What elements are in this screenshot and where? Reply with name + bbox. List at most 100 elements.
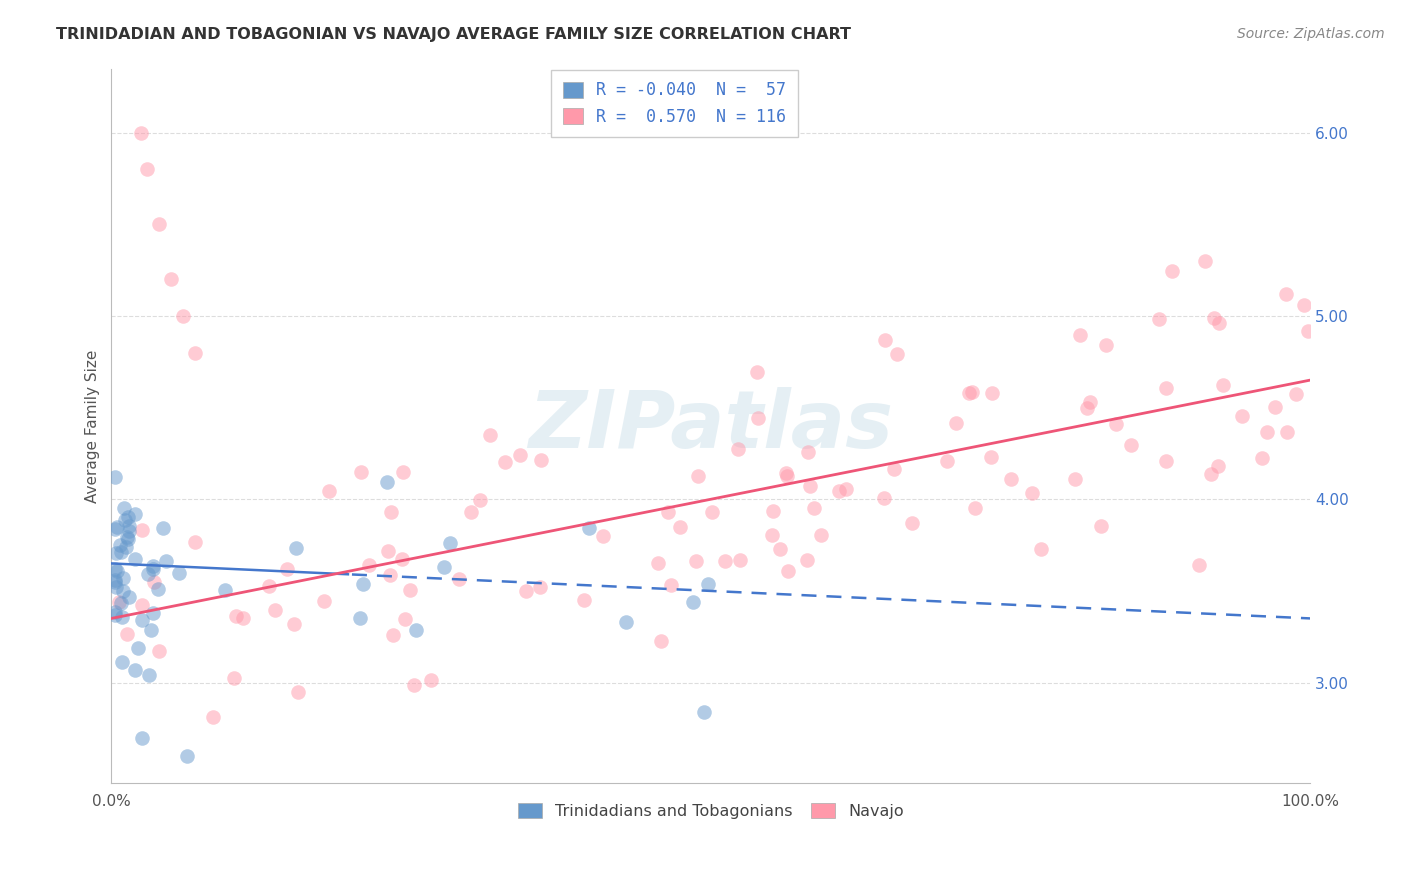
Point	[104, 522, 127, 536]
Point	[131, 598, 153, 612]
Point	[160, 272, 183, 286]
Point	[776, 468, 799, 483]
Point	[139, 623, 162, 637]
Point	[769, 542, 792, 557]
Point	[110, 545, 132, 559]
Point	[1292, 298, 1315, 312]
Point	[886, 347, 908, 361]
Point	[111, 655, 134, 669]
Point	[1069, 327, 1091, 342]
Point	[728, 553, 751, 567]
Point	[1199, 467, 1222, 481]
Point	[394, 612, 416, 626]
Point	[1251, 450, 1274, 465]
Point	[529, 453, 551, 467]
Point	[713, 554, 735, 568]
Legend: Trinidadians and Tobagonians, Navajo: Trinidadians and Tobagonians, Navajo	[512, 797, 910, 825]
Point	[142, 607, 165, 621]
Point	[232, 611, 254, 625]
Point	[118, 519, 141, 533]
Point	[1264, 401, 1286, 415]
Point	[138, 668, 160, 682]
Point	[224, 671, 246, 685]
Point	[962, 384, 984, 399]
Point	[747, 410, 769, 425]
Point	[111, 571, 134, 585]
Point	[1029, 541, 1052, 556]
Point	[1256, 425, 1278, 440]
Point	[382, 628, 405, 642]
Point	[1194, 254, 1216, 268]
Point	[283, 616, 305, 631]
Point	[142, 558, 165, 573]
Point	[1090, 518, 1112, 533]
Point	[1064, 472, 1087, 486]
Point	[686, 469, 709, 483]
Point	[108, 594, 131, 608]
Point	[104, 574, 127, 589]
Point	[225, 609, 247, 624]
Point	[747, 366, 769, 380]
Point	[578, 521, 600, 535]
Point	[184, 345, 207, 359]
Point	[104, 608, 127, 623]
Point	[1202, 311, 1225, 326]
Point	[650, 633, 672, 648]
Point	[114, 513, 136, 527]
Point	[380, 506, 402, 520]
Point	[124, 663, 146, 677]
Point	[118, 590, 141, 604]
Point	[312, 593, 335, 607]
Point	[377, 544, 399, 558]
Point	[515, 583, 537, 598]
Point	[592, 529, 614, 543]
Point	[380, 568, 402, 582]
Point	[405, 624, 427, 638]
Point	[131, 523, 153, 537]
Point	[104, 580, 127, 594]
Point	[810, 527, 832, 541]
Point	[155, 554, 177, 568]
Point	[104, 605, 127, 619]
Point	[131, 126, 153, 140]
Point	[1154, 454, 1177, 468]
Point	[827, 484, 849, 499]
Point	[460, 505, 482, 519]
Point	[479, 427, 502, 442]
Point	[104, 562, 127, 576]
Point	[668, 520, 690, 534]
Point	[1076, 401, 1098, 415]
Point	[115, 626, 138, 640]
Point	[1078, 395, 1101, 409]
Point	[124, 507, 146, 521]
Point	[115, 530, 138, 544]
Point	[127, 641, 149, 656]
Point	[349, 611, 371, 625]
Point	[1275, 287, 1298, 301]
Point	[693, 705, 716, 719]
Point	[117, 532, 139, 546]
Point	[402, 678, 425, 692]
Point	[146, 582, 169, 597]
Point	[647, 556, 669, 570]
Point	[875, 333, 897, 347]
Point	[963, 500, 986, 515]
Point	[494, 455, 516, 469]
Point	[1232, 409, 1254, 424]
Point	[835, 482, 858, 496]
Point	[152, 521, 174, 535]
Point	[775, 466, 797, 480]
Point	[449, 573, 471, 587]
Point	[799, 479, 821, 493]
Point	[797, 445, 820, 459]
Point	[105, 564, 128, 578]
Text: TRINIDADIAN AND TOBAGONIAN VS NAVAJO AVERAGE FAMILY SIZE CORRELATION CHART: TRINIDADIAN AND TOBAGONIAN VS NAVAJO AVE…	[56, 27, 851, 42]
Point	[201, 709, 224, 723]
Point	[1188, 558, 1211, 573]
Point	[883, 462, 905, 476]
Point	[399, 582, 422, 597]
Point	[945, 416, 967, 430]
Point	[685, 554, 707, 568]
Point	[761, 527, 783, 541]
Point	[1021, 485, 1043, 500]
